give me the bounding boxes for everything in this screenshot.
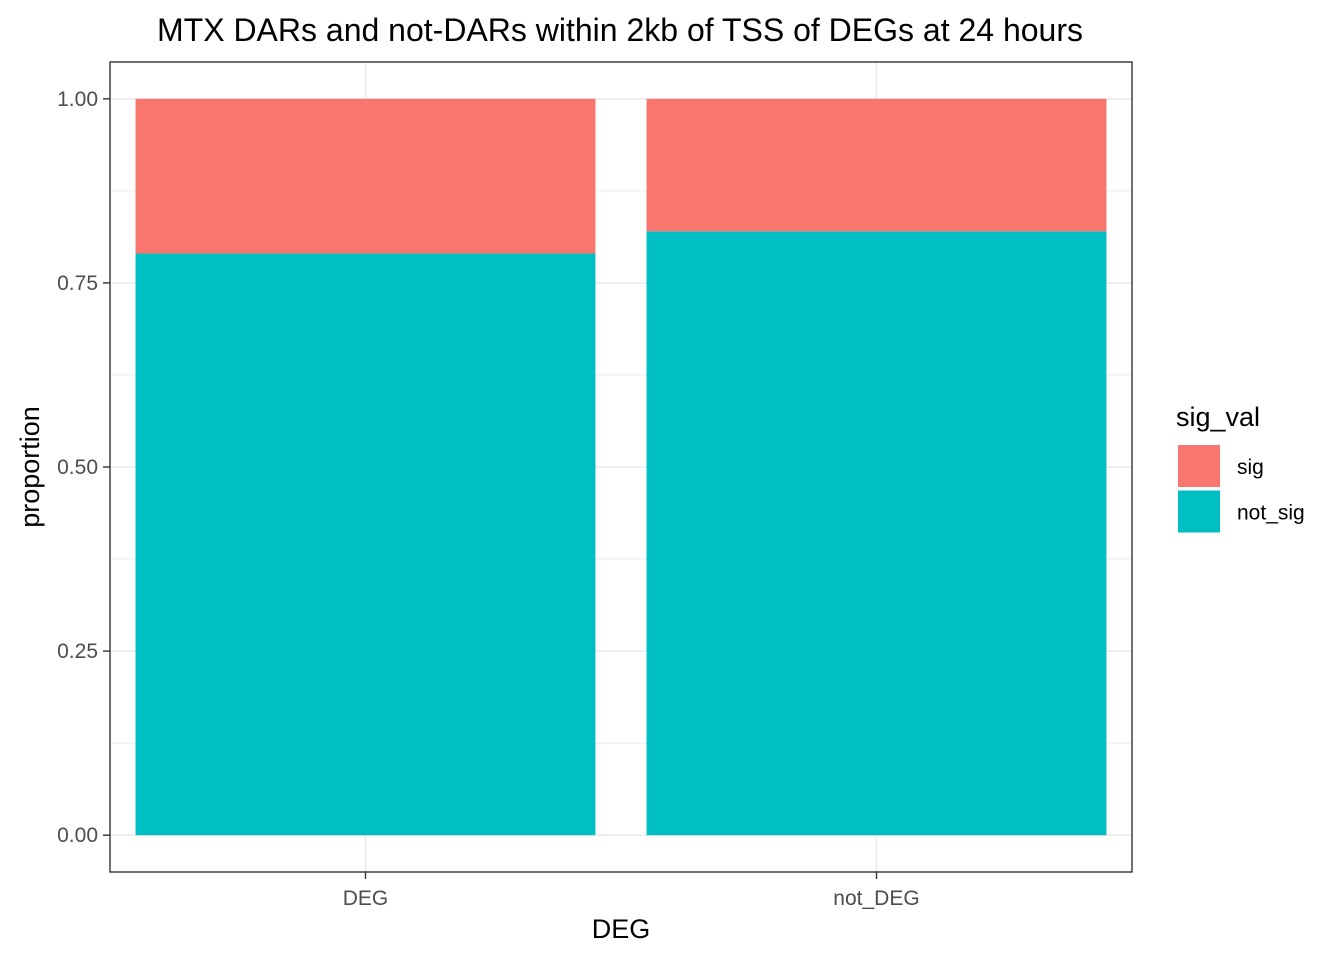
bar-DEG-not_sig <box>135 253 596 836</box>
bar-not_DEG-not_sig <box>646 231 1107 836</box>
legend: sig_val sig not_sig <box>1176 402 1305 533</box>
legend-items: sig not_sig <box>1178 445 1305 533</box>
y-tick-label: 0.25 <box>57 640 98 663</box>
bar-DEG-sig <box>135 98 596 254</box>
legend-label-not_sig: not_sig <box>1237 502 1305 525</box>
y-tick-label: 1.00 <box>57 88 98 111</box>
y-tick-label: 0.75 <box>57 272 98 295</box>
plot-panel <box>109 61 1133 873</box>
legend-label-sig: sig <box>1237 456 1264 479</box>
chart-title: MTX DARs and not-DARs within 2kb of TSS … <box>157 12 1083 48</box>
legend-title: sig_val <box>1176 402 1260 432</box>
x-tick-label: DEG <box>343 887 389 910</box>
y-tick-label: 0.00 <box>57 824 98 847</box>
y-axis-title: proportion <box>15 406 45 528</box>
bar-not_DEG-sig <box>646 98 1107 232</box>
x-axis-title: DEG <box>592 914 651 944</box>
legend-key-not_sig <box>1178 490 1220 533</box>
x-axis: DEG not_DEG <box>343 872 920 910</box>
y-axis: 0.00 0.25 0.50 0.75 1.00 <box>57 88 110 847</box>
y-tick-label: 0.50 <box>57 456 98 479</box>
bars <box>135 98 1107 836</box>
x-tick-label: not_DEG <box>833 887 919 910</box>
legend-key-sig <box>1178 445 1220 487</box>
